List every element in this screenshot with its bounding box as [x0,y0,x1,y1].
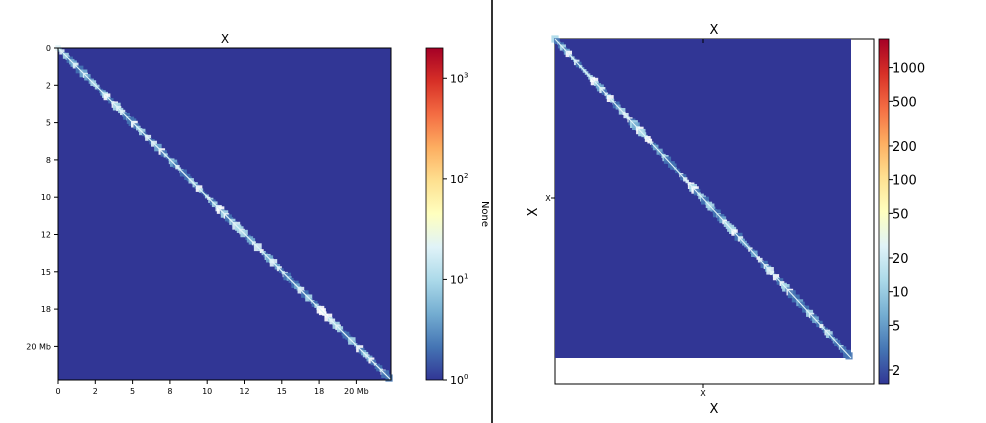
left-x-axis: 0 2 5 8 10 12 15 18 20 Mb [55,380,369,396]
left-diagonal-line [57,47,392,381]
right-colorbar-ticks: 2 5 10 20 50 100 200 500 1000 [889,62,925,379]
left-x-tick-label: 5 [130,387,135,396]
left-x-tick-label: 20 Mb [344,387,369,396]
right-chart-title: X [710,23,719,38]
left-x-tick-label: 15 [277,387,287,396]
left-colorbar-tick-label: 102 [450,172,468,186]
left-x-tick-label: 2 [93,387,98,396]
left-panel: X 0 2 5 8 10 12 15 18 20 Mb 0 2 5 8 10 12 15 18 20 Mb 10… [26,32,490,396]
right-colorbar-tick-label: 200 [892,140,917,155]
right-panel: X X X X X 2 5 10 20 50 100 200 500 1000 [526,23,925,417]
left-heatmap-diagonal [55,45,393,382]
left-y-tick-label: 15 [41,268,51,277]
right-colorbar-tick-label: 500 [892,95,917,110]
left-x-tick-label: 10 [202,387,212,396]
left-colorbar [425,47,444,381]
right-colorbar-tick-label: 10 [892,286,909,301]
right-colorbar-tick-label: 100 [892,174,917,189]
right-y-tick-label: X [545,194,551,203]
left-y-tick-label: 18 [41,305,51,314]
right-heatmap-diagonal [551,35,853,360]
left-y-tick-label: 5 [46,119,51,128]
left-y-axis: 0 2 5 8 10 12 15 18 20 Mb [26,44,58,351]
right-diagonal-line [554,38,852,359]
right-colorbar-tick-label: 2 [892,364,900,379]
right-colorbar-tick-label: 1000 [892,62,925,77]
left-y-tick-label: 20 Mb [26,342,51,351]
right-colorbar [878,38,890,385]
right-colorbar-tick-label: 50 [892,207,909,222]
right-x-tick-label: X [700,389,706,398]
right-x-axis-label: X [710,402,719,417]
left-colorbar-ticks: 100 101 102 103 [443,71,468,387]
left-y-tick-label: 10 [41,193,51,202]
left-colorbar-tick-label: 103 [450,71,468,85]
left-y-tick-label: 0 [46,44,51,53]
left-x-tick-label: 18 [314,387,324,396]
left-heatmap-frame [57,47,392,381]
left-colorbar-tick-label: 100 [450,373,468,387]
left-y-tick-label: 2 [46,81,51,90]
right-colorbar-tick-label: 5 [892,319,900,334]
left-y-tick-label: 12 [41,231,51,240]
left-colorbar-tick-label: 101 [450,272,468,286]
left-colorbar-label: None [479,201,490,227]
left-chart-title: X [221,32,229,46]
left-x-tick-label: 12 [239,387,249,396]
right-y-axis-label: X [526,207,541,216]
left-x-tick-label: 8 [167,387,172,396]
left-x-tick-label: 0 [55,387,60,396]
right-colorbar-tick-label: 20 [892,252,909,267]
left-y-tick-label: 8 [46,156,51,165]
